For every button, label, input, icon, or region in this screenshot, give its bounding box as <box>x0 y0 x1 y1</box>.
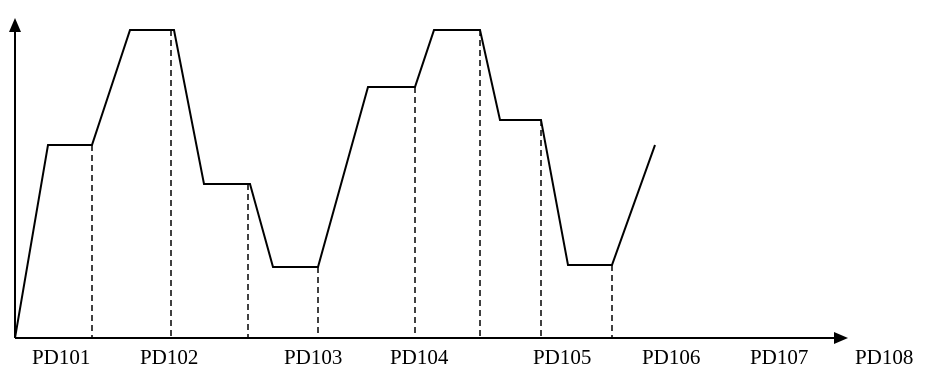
x-axis-arrow-icon <box>834 332 848 344</box>
label-pd104: PD104 <box>390 345 449 368</box>
label-pd103: PD103 <box>284 345 342 368</box>
label-pd107: PD107 <box>750 345 808 368</box>
label-pd106: PD106 <box>642 345 700 368</box>
label-pd101: PD101 <box>32 345 90 368</box>
dashed-guides <box>91 30 613 338</box>
label-pd108: PD108 <box>855 345 913 368</box>
label-pd105: PD105 <box>533 345 591 368</box>
axis-labels: PD101 PD102 PD103 PD104 PD105 PD106 PD10… <box>32 345 913 368</box>
speed-profile-line <box>14 29 656 339</box>
label-pd102: PD102 <box>140 345 198 368</box>
y-axis-arrow-icon <box>9 18 21 32</box>
